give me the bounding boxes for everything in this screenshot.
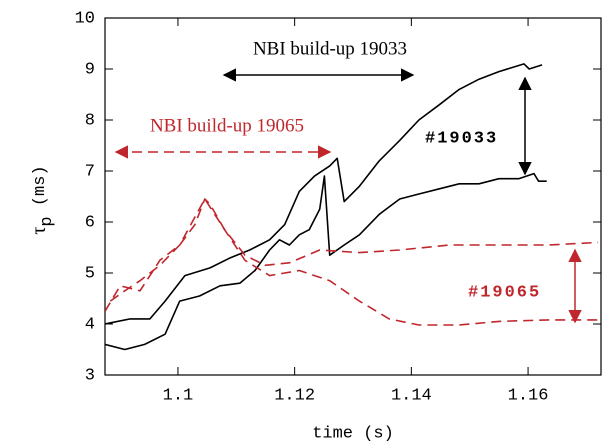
annotation: NBI build-up 19065 [150,115,304,136]
y-tick-label: 6 [85,213,95,232]
annotation: #19065 [468,283,541,302]
series-line [105,172,547,351]
y-axis-label: τp (ms) [28,165,58,234]
label-part: τ [28,227,50,235]
y-tick-label: 9 [85,60,95,79]
y-tick-label: 7 [85,162,95,181]
plot-area [105,63,599,351]
x-axis-label: time (s) [312,424,394,442]
x-tick-label: 1.1 [163,386,194,405]
x-tick-label: 1.12 [274,386,315,405]
y-tick-label: 4 [85,315,95,334]
series-line [105,198,599,312]
annotation: #19033 [425,129,498,148]
x-tick-label: 1.16 [508,386,549,405]
y-tick-label: 5 [85,264,95,283]
label-part: (ms) [31,165,50,216]
y-tick-label: 10 [75,9,95,28]
y-tick-label: 3 [85,366,95,385]
plot-frame [104,17,602,376]
x-tick-label: 1.14 [391,386,432,405]
series-line [105,63,543,325]
annotation: NBI build-up 19033 [253,38,407,59]
series-line [109,198,599,326]
label-part: p [38,216,57,226]
y-tick-label: 8 [85,111,95,130]
